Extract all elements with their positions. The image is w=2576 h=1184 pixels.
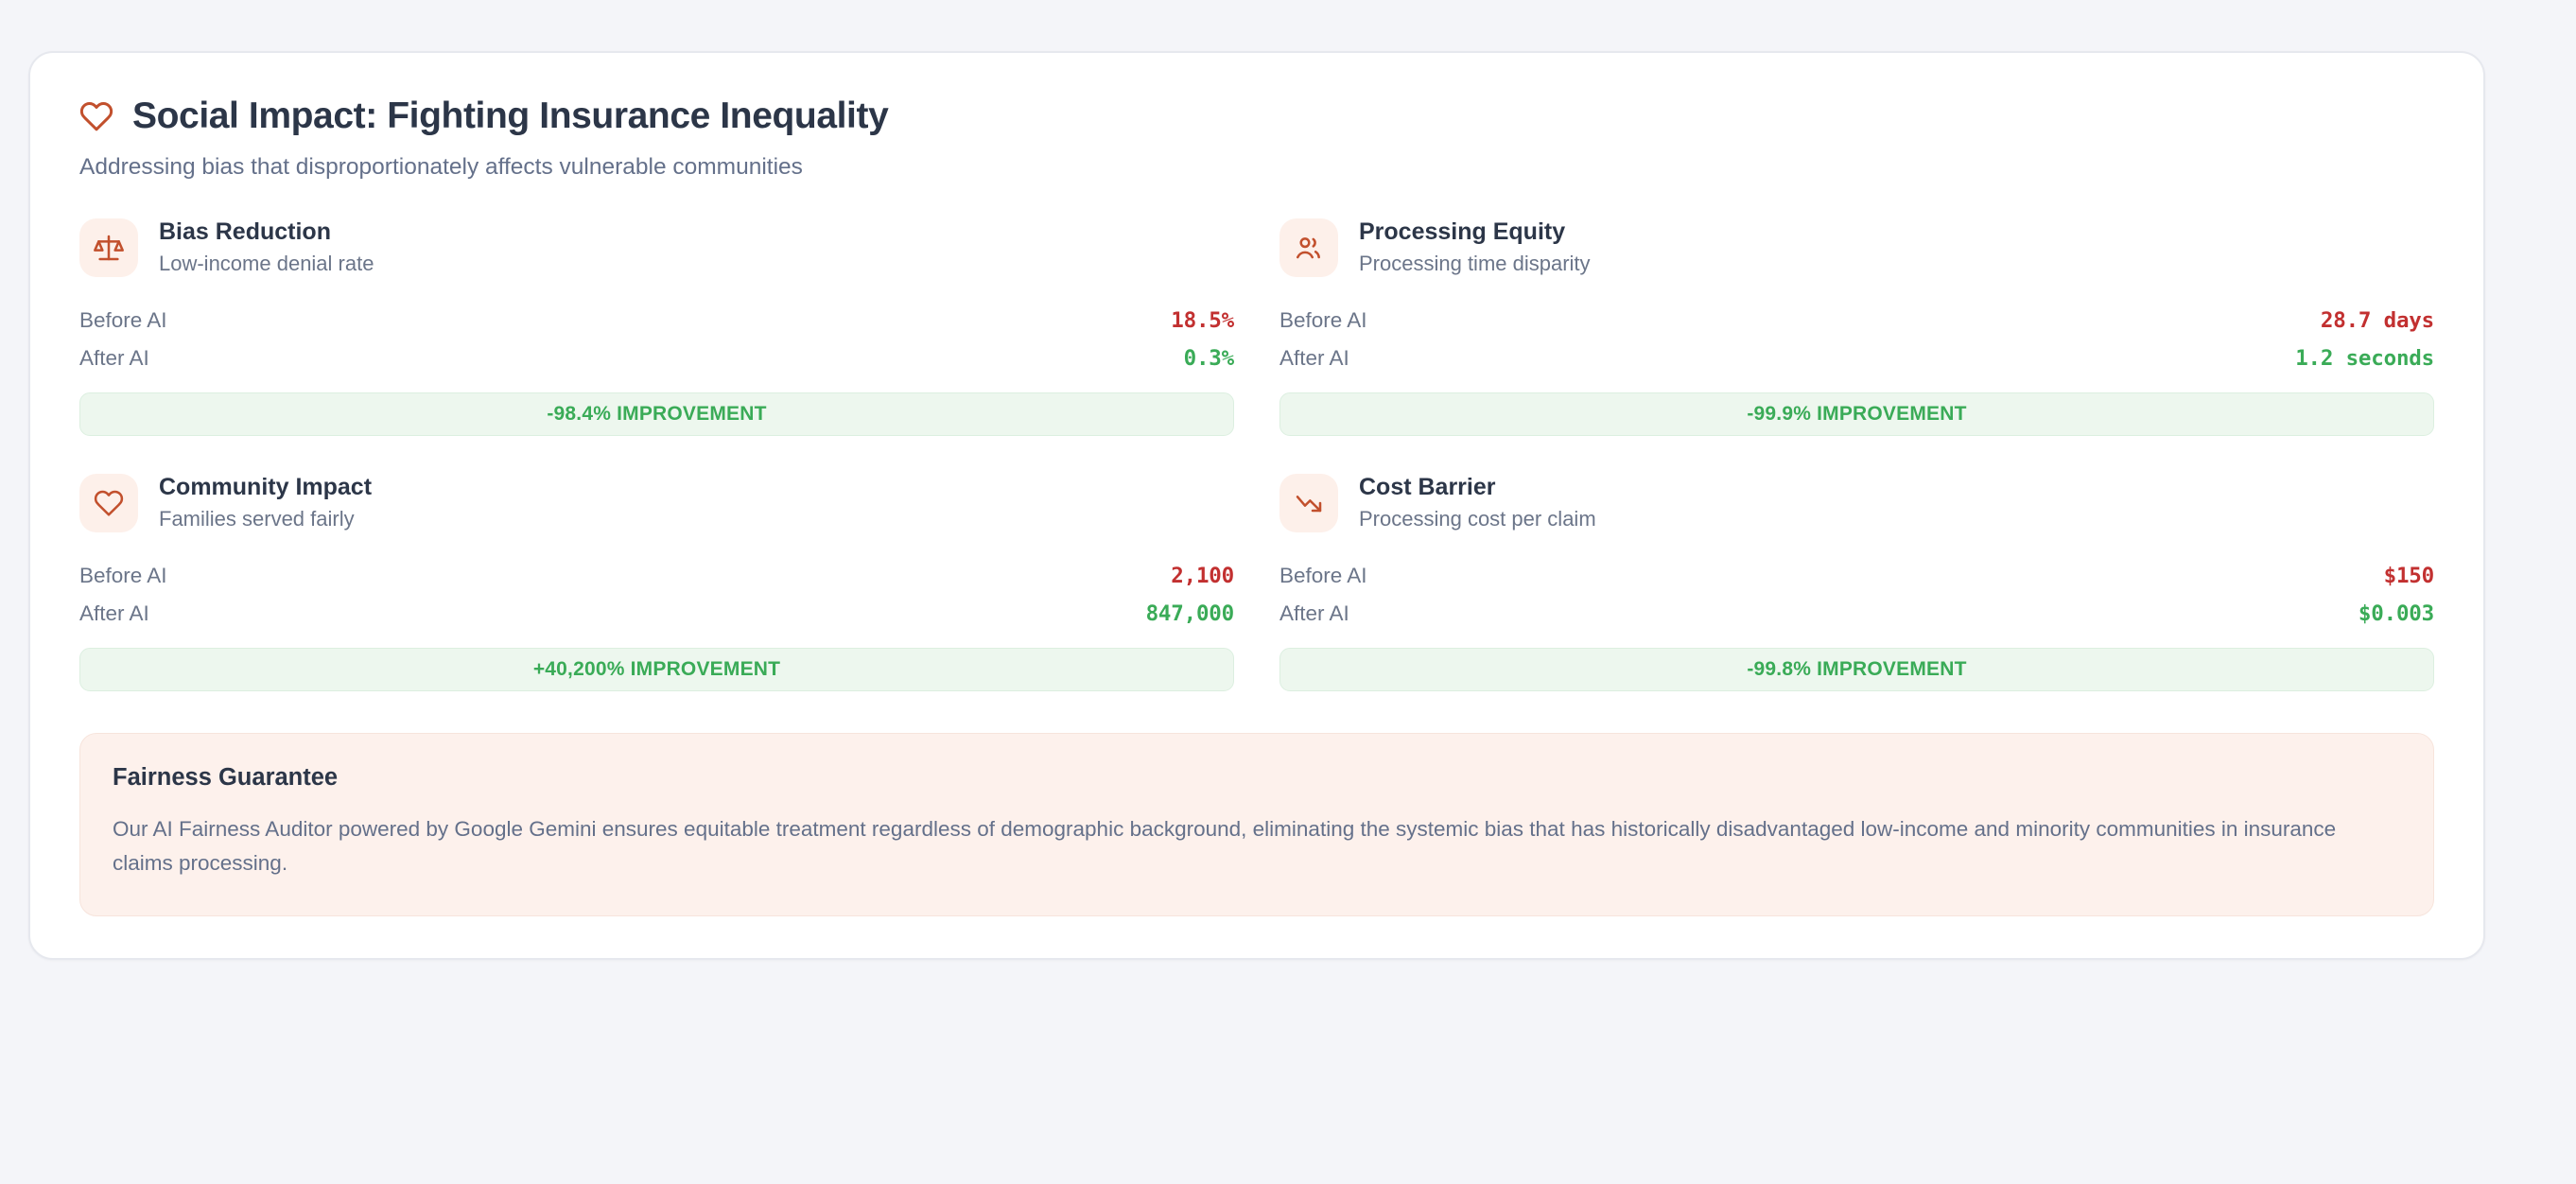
metric-name: Processing Equity: [1359, 218, 1566, 246]
metric-row-label: After AI: [1279, 601, 1349, 625]
metric-row-label: Before AI: [1279, 563, 1367, 587]
metric-description: Processing time disparity: [1359, 251, 1591, 275]
metric-row-label: After AI: [79, 601, 149, 625]
title-row: Social Impact: Fighting Insurance Inequa…: [79, 96, 2434, 137]
card-header: Social Impact: Fighting Insurance Inequa…: [79, 96, 2434, 183]
metric-card-processing-equity: Processing Equity Processing time dispar…: [1279, 218, 2434, 436]
metric-value-after: $0.003: [2358, 601, 2434, 626]
improvement-badge: +40,200% IMPROVEMENT: [79, 647, 1234, 691]
scales-balance-icon: [79, 218, 138, 277]
metric-header: Community Impact Families served fairly: [79, 473, 1234, 532]
metric-row-label: After AI: [1279, 345, 1349, 370]
metric-card-bias-reduction: Bias Reduction Low-income denial rate Be…: [79, 218, 1234, 436]
metric-row-before: Before AI $150: [1279, 557, 2434, 595]
metrics-grid: Bias Reduction Low-income denial rate Be…: [79, 218, 2434, 691]
metric-name: Community Impact: [159, 474, 373, 501]
metric-description: Low-income denial rate: [159, 251, 374, 275]
metric-row-after: After AI 1.2 seconds: [1279, 340, 2434, 377]
metric-value-after: 847,000: [1145, 601, 1235, 626]
metric-row-label: After AI: [79, 345, 149, 370]
metric-row-before: Before AI 18.5%: [79, 302, 1234, 340]
trending-down-icon: [1279, 473, 1338, 532]
metric-value-before: 2,100: [1171, 563, 1234, 588]
metric-row-after: After AI 0.3%: [79, 340, 1234, 377]
metric-card-community-impact: Community Impact Families served fairly …: [79, 473, 1234, 691]
metric-heading-text: Cost Barrier Processing cost per claim: [1359, 475, 1596, 531]
fairness-guarantee-title: Fairness Guarantee: [113, 763, 339, 791]
improvement-badge: -98.4% IMPROVEMENT: [79, 392, 1234, 436]
heart-icon: [79, 473, 138, 532]
metric-row-after: After AI 847,000: [79, 595, 1234, 633]
metric-heading-text: Community Impact Families served fairly: [159, 475, 372, 531]
metric-description: Processing cost per claim: [1359, 506, 1596, 531]
metric-value-before: 18.5%: [1171, 307, 1234, 333]
improvement-badge: -99.9% IMPROVEMENT: [1279, 392, 2434, 436]
fairness-guarantee-body: Our AI Fairness Auditor powered by Googl…: [113, 816, 2337, 876]
metric-header: Cost Barrier Processing cost per claim: [1279, 473, 2434, 532]
metric-description: Families served fairly: [159, 506, 355, 531]
metric-name: Cost Barrier: [1359, 474, 1496, 501]
metric-header: Processing Equity Processing time dispar…: [1279, 218, 2434, 277]
metric-value-before: 28.7 days: [2320, 307, 2434, 333]
metric-row-label: Before AI: [1279, 307, 1367, 332]
fairness-guarantee-panel: Fairness Guarantee Our AI Fairness Audit…: [79, 732, 2434, 916]
metric-header: Bias Reduction Low-income denial rate: [79, 218, 1234, 277]
improvement-badge: -99.8% IMPROVEMENT: [1279, 647, 2434, 691]
metric-row-before: Before AI 28.7 days: [1279, 302, 2434, 340]
metric-row-label: Before AI: [79, 307, 167, 332]
page-title: Social Impact: Fighting Insurance Inequa…: [132, 96, 889, 136]
metric-row-after: After AI $0.003: [1279, 595, 2434, 633]
metric-value-before: $150: [2383, 563, 2435, 588]
users-icon: [1279, 218, 1338, 277]
metric-value-after: 1.2 seconds: [2295, 345, 2434, 371]
metric-value-after: 0.3%: [1183, 345, 1235, 371]
metric-heading-text: Processing Equity Processing time dispar…: [1359, 219, 1591, 275]
metric-name: Bias Reduction: [159, 218, 331, 246]
metric-row-label: Before AI: [79, 563, 167, 587]
page-subtitle: Addressing bias that disproportionately …: [79, 153, 803, 180]
metric-card-cost-barrier: Cost Barrier Processing cost per claim B…: [1279, 473, 2434, 691]
social-impact-card: Social Impact: Fighting Insurance Inequa…: [28, 51, 2485, 960]
metric-heading-text: Bias Reduction Low-income denial rate: [159, 219, 374, 275]
heart-icon: [79, 99, 113, 133]
metric-row-before: Before AI 2,100: [79, 557, 1234, 595]
